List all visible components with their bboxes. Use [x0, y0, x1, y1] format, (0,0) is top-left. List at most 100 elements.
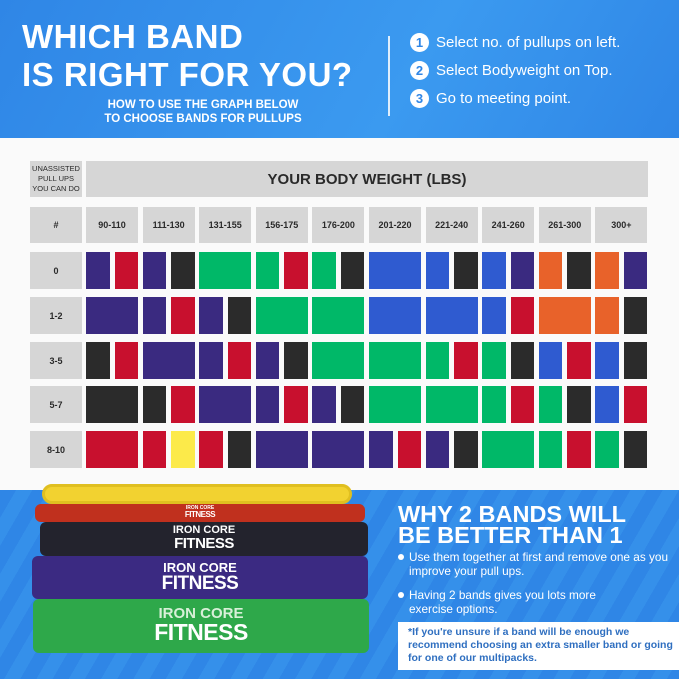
band-swatch	[369, 297, 421, 334]
brand-text: FITNESS	[154, 619, 248, 645]
band-swatch	[255, 342, 280, 379]
weight-column-header: 221-240	[425, 207, 478, 243]
brand-text: FITNESS	[184, 510, 216, 519]
band-swatch	[86, 297, 138, 334]
weight-column-header: 156-175	[255, 207, 308, 243]
why-title-line-2: BE BETTER THAN 1	[398, 522, 623, 548]
band-swatch	[255, 431, 308, 468]
brand-text: IRON CORE	[158, 605, 244, 622]
step-text: Select Bodyweight on Top.	[436, 62, 613, 79]
band-swatch	[227, 431, 252, 468]
band-swatch	[510, 252, 535, 289]
band-swatch	[86, 386, 138, 423]
page-title: WHICH BAND IS RIGHT FOR YOU?	[22, 18, 353, 94]
band-swatch	[255, 297, 308, 334]
band-swatch	[199, 297, 223, 334]
title-line-1: WHICH BAND	[22, 18, 244, 55]
band-swatch	[114, 252, 138, 289]
band-swatch	[623, 431, 648, 468]
band-swatch	[538, 252, 563, 289]
note-box: *If you're unsure if a band will be enou…	[398, 622, 679, 670]
step-text: Go to meeting point.	[436, 90, 572, 107]
band-swatch	[482, 386, 506, 423]
band-swatch	[425, 297, 478, 334]
band-swatch	[623, 252, 648, 289]
yellow-band	[42, 484, 352, 504]
band-swatch	[312, 386, 336, 423]
band-swatch	[538, 297, 591, 334]
band-swatch	[595, 431, 619, 468]
header-banner: WHICH BAND IS RIGHT FOR YOU? HOW TO USE …	[0, 0, 679, 138]
band-swatch	[199, 431, 223, 468]
band-swatch	[510, 342, 535, 379]
step-number-icon: 2	[410, 61, 429, 80]
band-swatch	[142, 252, 167, 289]
band-swatch	[284, 386, 308, 423]
step-number-icon: 3	[410, 89, 429, 108]
band-swatch	[425, 342, 450, 379]
brand-text: IRON CORE	[163, 560, 237, 575]
bottom-banner: IRON CORE FITNESS IRON CORE FITNESS IRON C…	[0, 484, 679, 679]
band-swatch	[482, 431, 535, 468]
band-swatch	[482, 342, 506, 379]
band-swatch	[482, 252, 506, 289]
brand-text: FITNESS	[161, 573, 239, 594]
band-swatch	[199, 342, 223, 379]
title-line-2: IS RIGHT FOR YOU?	[22, 56, 353, 93]
band-swatch	[284, 252, 308, 289]
band-swatch	[199, 386, 252, 423]
band-swatch	[538, 386, 563, 423]
band-swatch	[567, 252, 591, 289]
band-swatch	[171, 386, 195, 423]
band-swatch	[595, 297, 619, 334]
band-swatch	[623, 386, 648, 423]
step-text: Select no. of pullups on left.	[436, 34, 621, 51]
band-swatch	[312, 297, 365, 334]
subtitle-line-1: HOW TO USE THE GRAPH BELOW	[107, 99, 299, 111]
band-swatch	[595, 252, 619, 289]
band-swatch	[425, 386, 478, 423]
weight-column-header: 300+	[595, 207, 648, 243]
band-swatch	[227, 297, 252, 334]
brand-text: FITNESS	[174, 535, 234, 552]
weight-column-header: 90-110	[86, 207, 138, 243]
band-swatch	[86, 431, 138, 468]
band-swatch	[255, 252, 280, 289]
band-swatch	[312, 431, 365, 468]
band-swatch	[312, 252, 336, 289]
band-swatch	[510, 297, 535, 334]
band-swatch	[567, 386, 591, 423]
band-swatch	[114, 342, 138, 379]
band-swatch	[142, 386, 167, 423]
band-swatch	[142, 342, 195, 379]
band-swatch	[454, 342, 478, 379]
band-swatch	[86, 252, 110, 289]
hash-label: #	[30, 207, 82, 243]
band-swatch	[312, 342, 365, 379]
subtitle: HOW TO USE THE GRAPH BELOW TO CHOOSE BAN…	[88, 98, 318, 126]
divider	[388, 36, 390, 116]
weight-column-header: 201-220	[369, 207, 421, 243]
band-swatch	[425, 431, 450, 468]
corner-label: UNASSISTED PULL UPS YOU CAN DO	[30, 161, 82, 197]
pullup-row-label: 1-2	[30, 297, 82, 334]
band-swatch	[623, 297, 648, 334]
band-swatch	[397, 431, 421, 468]
weight-column-header: 241-260	[482, 207, 535, 243]
band-swatch	[454, 431, 478, 468]
band-swatch	[171, 297, 195, 334]
pullup-row-label: 5-7	[30, 386, 82, 423]
band-swatch	[538, 431, 563, 468]
black-band: IRON CORE FITNESS	[40, 522, 368, 556]
why-title-line-1: WHY 2 BANDS WILL	[398, 501, 627, 527]
band-swatch	[171, 431, 195, 468]
band-swatch	[284, 342, 308, 379]
weight-column-header: 111-130	[142, 207, 195, 243]
weight-column-header: 261-300	[538, 207, 591, 243]
band-swatch	[171, 252, 195, 289]
band-swatch	[369, 342, 421, 379]
weight-axis-title: YOUR BODY WEIGHT (LBS)	[86, 161, 648, 197]
band-swatch	[425, 252, 450, 289]
pullup-row-label: 0	[30, 252, 82, 289]
pullup-row-label: 3-5	[30, 342, 82, 379]
